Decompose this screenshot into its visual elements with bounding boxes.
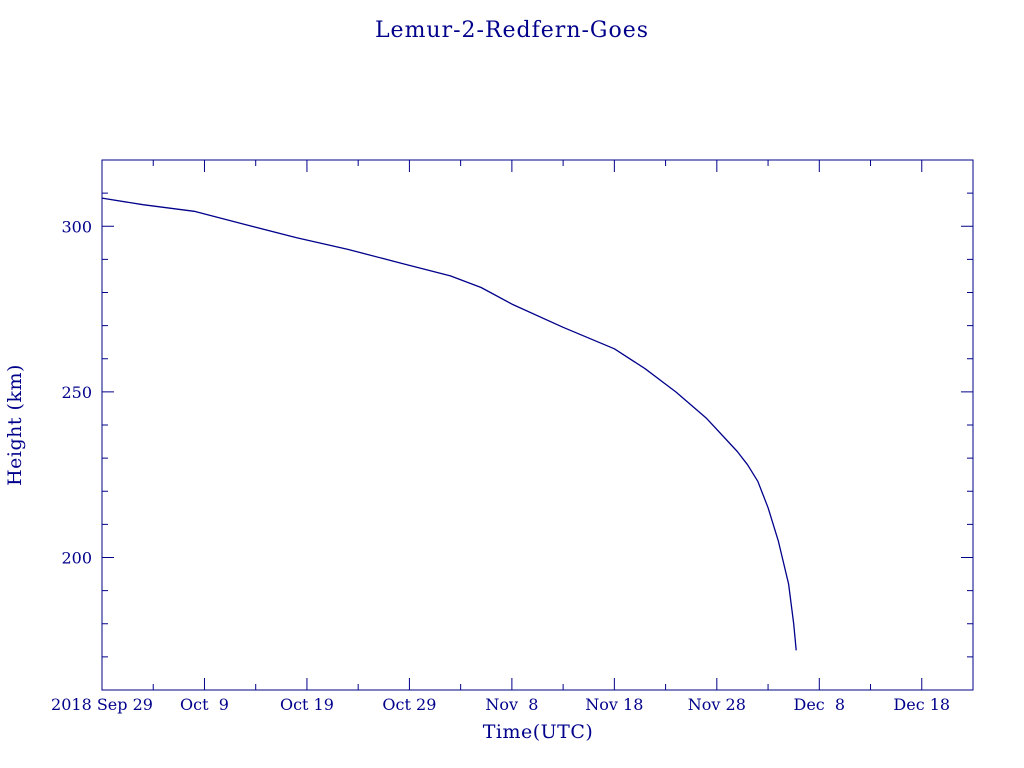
height-series-line xyxy=(101,197,797,651)
chart-title: Lemur-2-Redfern-Goes xyxy=(375,18,649,43)
x-tick-label: Dec 8 xyxy=(793,695,845,714)
x-tick-label: Dec 18 xyxy=(893,695,950,714)
plot-frame xyxy=(101,159,974,691)
x-tick-label: Nov 8 xyxy=(485,695,538,714)
x-tick-label: Oct 29 xyxy=(382,695,436,714)
x-tick-label: Nov 18 xyxy=(585,695,643,714)
series-group xyxy=(101,197,797,651)
x-tick-label: Oct 19 xyxy=(280,695,334,714)
x-tick-labels: 2018 Sep 29 Oct 9 Oct 19 Oct 29 Nov 8 Nov 18 N… xyxy=(51,695,950,714)
y-tick-label: 300 xyxy=(61,217,92,236)
x-tick-label: Nov 28 xyxy=(688,695,746,714)
y-tick-label: 200 xyxy=(61,549,92,568)
x-axis-label: Time(UTC) xyxy=(483,721,594,743)
y-axis-label: Height (km) xyxy=(4,364,26,486)
plot-axes xyxy=(101,159,974,691)
y-tick-label: 250 xyxy=(61,383,92,402)
y-tick-labels: 200 250 300 xyxy=(61,217,92,567)
x-tick-label: 2018 Sep 29 xyxy=(51,695,153,714)
x-tick-label: Oct 9 xyxy=(180,695,229,714)
